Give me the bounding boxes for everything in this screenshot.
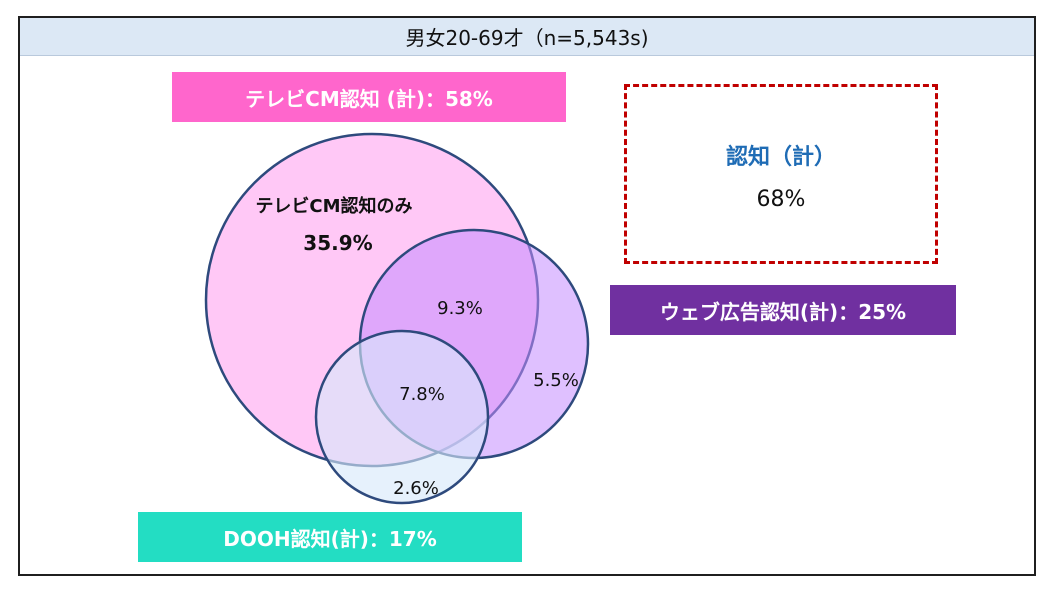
tv-awareness-label: テレビCM認知 (計)：58% <box>172 72 566 122</box>
diagram-title: 男女20-69才（n=5,543s) <box>20 18 1034 56</box>
web-awareness-label: ウェブ広告認知(計)：25% <box>610 285 956 335</box>
dooh-only-value: 2.6% <box>393 478 439 499</box>
total-awareness-title: 認知（計） <box>725 145 836 170</box>
tv-only-label: テレビCM認知のみ <box>255 195 412 217</box>
diagram-frame: 男女20-69才（n=5,543s) テレビCM認知のみ 35.9% 9.3% … <box>18 16 1036 576</box>
total-awareness-value: 68% <box>756 187 806 212</box>
total-awareness-box: 認知（計） 68% <box>624 84 938 264</box>
dooh-awareness-label: DOOH認知(計)：17% <box>138 512 522 562</box>
all-three-value: 7.8% <box>399 384 445 405</box>
venn-diagram: テレビCM認知のみ 35.9% 9.3% 5.5% 7.8% 2.6% <box>204 132 590 505</box>
tv-only-value: 35.9% <box>303 231 372 255</box>
dooh-circle <box>314 329 490 505</box>
tv-web-value: 9.3% <box>437 298 483 319</box>
web-only-value: 5.5% <box>533 370 579 391</box>
